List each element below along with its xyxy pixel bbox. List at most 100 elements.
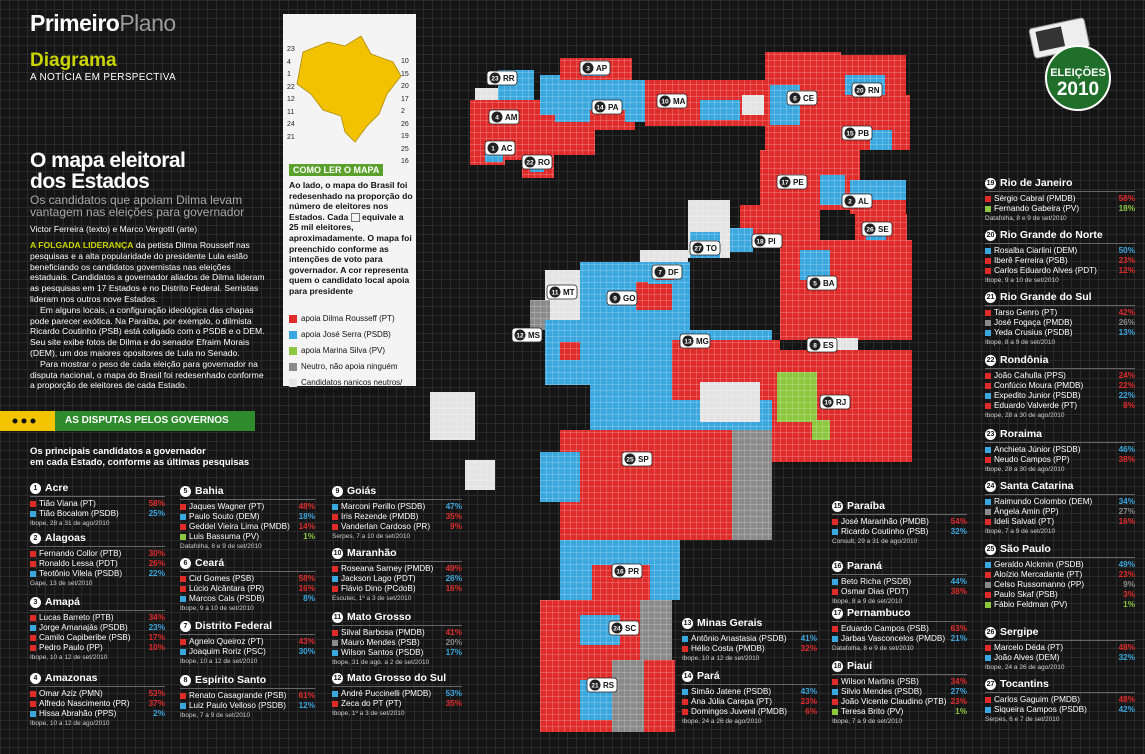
candidate-swatch <box>985 248 991 254</box>
candidate-name: Iberê Ferreira (PSB) <box>994 256 1068 265</box>
map-cells <box>870 130 892 150</box>
candidate-pct: 58% <box>148 499 165 508</box>
candidate-name: Camilo Capiberibe (PSB) <box>39 633 131 642</box>
candidate-pct: 16% <box>1118 517 1135 526</box>
candidate-row: Jackson Lago (PDT) 26% <box>332 574 462 584</box>
badge-text: ELEIÇÕES <box>1050 66 1106 79</box>
candidate-pct: 6% <box>805 707 817 716</box>
article-title: O mapa eleitoral dos Estados <box>30 150 186 192</box>
candidate-name: Rosalba Ciarlini (DEM) <box>994 246 1078 255</box>
map-cells <box>636 282 672 310</box>
candidate-row: Luiz Paulo Velloso (PSDB) 12% <box>180 701 315 711</box>
state-number: 19 <box>985 178 996 189</box>
legend-swatch <box>289 331 297 339</box>
candidate-row: Marcos Cals (PSDB) 8% <box>180 594 315 604</box>
state-abbr: MG <box>696 337 709 346</box>
text: Ao lado, o mapa do Brasil foi redesenhad… <box>289 180 413 222</box>
candidate-name: Fernando Gabeira (PV) <box>994 204 1080 213</box>
state-abbr: MS <box>528 331 541 340</box>
legend-item: Neutro, não apoia ninguém <box>289 362 423 371</box>
candidate-pct: 3% <box>1123 590 1135 599</box>
state-header: 27 Tocantins <box>985 678 1135 693</box>
candidate-swatch <box>985 707 991 713</box>
state-number: 4 <box>495 115 499 122</box>
candidate-name: Wilson Martins (PSB) <box>841 677 919 686</box>
candidate-row: Carlos Gaguim (PMDB) 48% <box>985 695 1135 705</box>
state-name: Rio Grande do Norte <box>1000 229 1103 241</box>
candidate-row: Antônio Anastasia (PSDB) 41% <box>682 634 817 644</box>
poll-source: Ibope, 7 a 9 de set/2010 <box>180 712 251 719</box>
state-number: 13 <box>684 339 692 346</box>
candidate-name: Ricardo Coutinho (PSB) <box>841 527 929 536</box>
candidate-pct: 47% <box>445 502 462 511</box>
label-dot <box>491 111 503 123</box>
brand-light: Plano <box>119 10 176 36</box>
state-number: 18 <box>756 239 764 246</box>
minimap-number: 25 <box>401 145 409 153</box>
label-dot <box>692 242 704 254</box>
state-name: Amazonas <box>45 672 98 684</box>
state-box: 8 Espírito Santo Renato Casagrande (PSB) 61… <box>180 674 315 720</box>
candidate-name: André Puccinelli (PMDB) <box>341 689 432 698</box>
candidate-swatch <box>180 586 186 592</box>
candidate-swatch <box>985 330 991 336</box>
candidate-swatch <box>30 691 36 697</box>
label-dot <box>624 453 636 465</box>
poll-source: Ibope, 28 a 30 de ago/2010 <box>985 466 1065 473</box>
state-number: 6 <box>180 558 191 569</box>
state-name: Alagoas <box>45 532 86 544</box>
minimap-number: 26 <box>401 120 409 128</box>
candidate-swatch <box>985 258 991 264</box>
poll-source: Ibope, 10 a 12 de set/2010 <box>180 658 258 665</box>
minimap-number: 24 <box>287 121 295 128</box>
candidate-name: José Fogaça (PMDB) <box>994 318 1073 327</box>
candidate-swatch <box>985 519 991 525</box>
legend-item: Candidatos nanicos neutros/ branco, nulo… <box>289 378 423 396</box>
paragraph: Para mostrar o peso de cada eleição para… <box>30 358 264 391</box>
candidate-swatch <box>30 511 36 517</box>
map-labels: 23 RR 3 AP 4 AM 14 PA 10 MA 6 CE 20 RN 15 PB 1 AC 22 RO 17 PE… <box>484 60 893 693</box>
minimap-number: 11 <box>287 108 295 116</box>
poll-source: Ibope, 28 a 31 de ago/2010 <box>30 520 110 527</box>
state-number: 26 <box>985 627 996 638</box>
candidate-name: Pedro Paulo (PP) <box>39 643 103 652</box>
candidate-pct: 23% <box>950 697 967 706</box>
map-cells <box>732 430 772 540</box>
candidate-name: Jaques Wagner (PT) <box>189 502 265 511</box>
state-abbr: PA <box>608 103 619 112</box>
state-box: 23 Roraima Anchieta Júnior (PSDB) 46% Neudo … <box>985 428 1135 474</box>
state-header: 16 Paraná <box>832 560 967 575</box>
state-header: 15 Paraíba <box>832 500 967 515</box>
state-number: 24 <box>613 626 621 633</box>
state-box: 25 São Paulo Geraldo Alckmin (PSDB) 49% Aloí… <box>985 543 1135 610</box>
candidate-pct: 34% <box>1118 497 1135 506</box>
candidate-swatch <box>180 524 186 530</box>
candidate-pct: 10% <box>148 643 165 652</box>
state-box: 27 Tocantins Carlos Gaguim (PMDB) 48% Siquei… <box>985 678 1135 724</box>
state-box: 15 Paraíba José Maranhão (PMDB) 54% Ricardo … <box>832 500 967 546</box>
badge: ELEIÇÕES 2010 <box>1028 17 1111 111</box>
state-name: Maranhão <box>347 547 397 559</box>
state-number: 7 <box>180 621 191 632</box>
map-cells <box>800 250 830 280</box>
candidate-pct: 37% <box>148 699 165 708</box>
candidate-pct: 22% <box>1118 381 1135 390</box>
text: em cada Estado, conforme as últimas pesq… <box>30 457 250 468</box>
candidate-pct: 48% <box>1118 643 1135 652</box>
map-cells <box>780 240 912 340</box>
paragraph: A FOLGADA LIDERANÇA da petista Dilma Rou… <box>30 240 268 305</box>
state-header: 14 Pará <box>682 670 817 685</box>
candidate-row: Pedro Paulo (PP) 10% <box>30 643 165 653</box>
state-abbr: AP <box>596 64 608 73</box>
state-abbr: RO <box>538 158 550 167</box>
candidate-swatch <box>332 650 338 656</box>
minimap-number: 22 <box>287 83 295 91</box>
candidate-swatch <box>30 571 36 577</box>
candidate-pct: 2% <box>153 709 165 718</box>
minimap-number: 16 <box>401 158 409 165</box>
candidate-row: Roseana Sarney (PMDB) 49% <box>332 564 462 574</box>
candidate-name: Flávio Dino (PCdoB) <box>341 584 416 593</box>
candidate-pct: 53% <box>445 689 462 698</box>
legend-swatch <box>289 363 297 371</box>
candidate-swatch <box>985 457 991 463</box>
